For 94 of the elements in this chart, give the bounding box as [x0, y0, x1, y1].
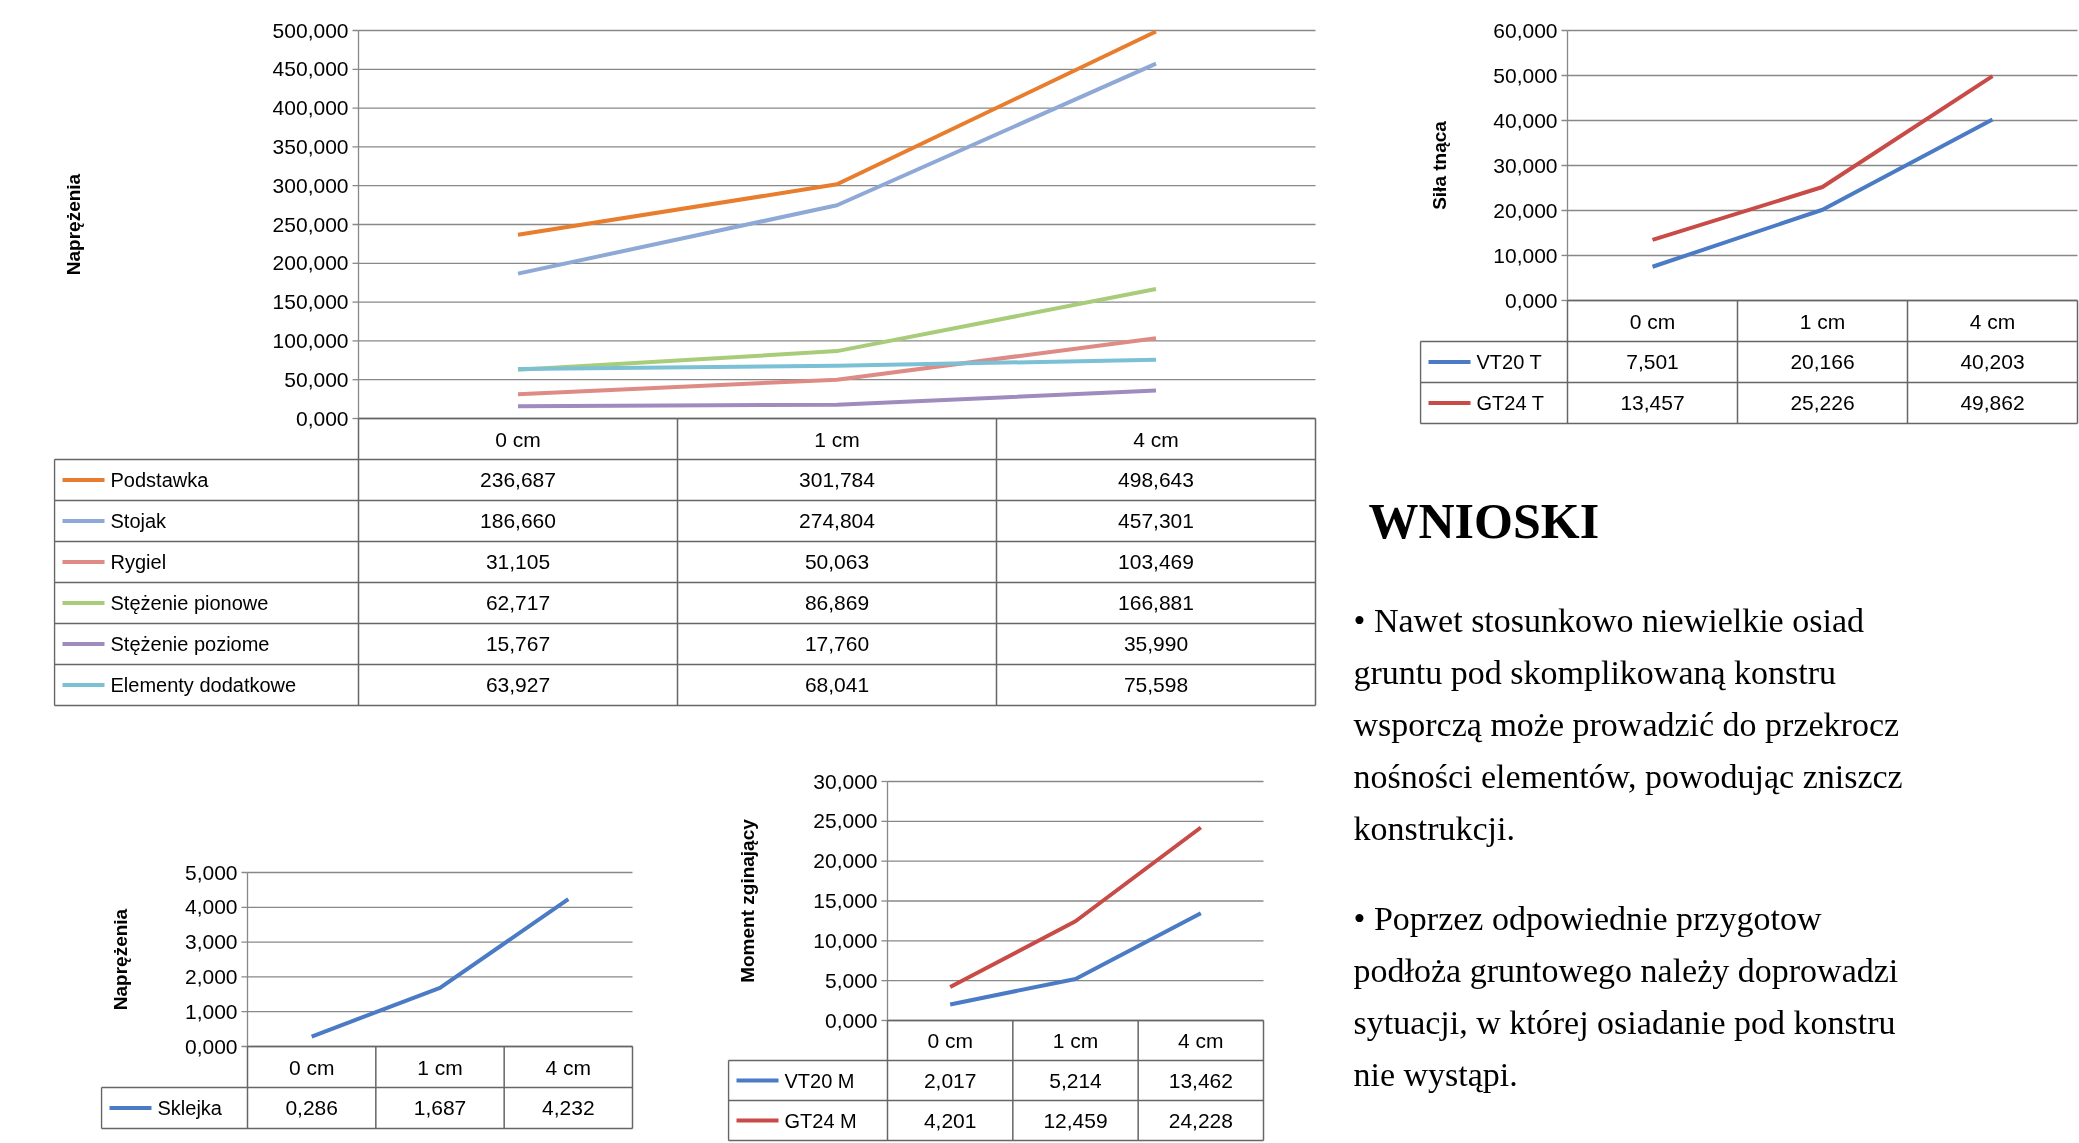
x-tick-label: 1 cm — [1799, 309, 1846, 333]
y-axis-title: Moment zginający — [737, 818, 758, 983]
text: WNIOSKI — [1368, 492, 1600, 549]
y-tick-label: 0,000 — [295, 406, 349, 430]
data-label: 40,203 — [1960, 350, 2025, 373]
x-tick-label: 4 cm — [1178, 1029, 1224, 1052]
legend-label: Podstawka — [110, 469, 210, 491]
y-tick-label: 350,000 — [272, 134, 349, 158]
y-tick-label: 0,000 — [824, 1008, 878, 1032]
y-tick-label: 200,000 — [272, 251, 349, 275]
data-label: 301,784 — [799, 468, 876, 491]
y-tick-label: 20,000 — [813, 849, 878, 873]
data-label: 50,063 — [804, 550, 870, 573]
legend-label: VT20 M — [784, 1069, 855, 1092]
x-tick-label: 1 cm — [814, 427, 860, 451]
x-tick-label: 1 cm — [1052, 1029, 1099, 1052]
data-label: 20,166 — [1790, 350, 1855, 373]
data-label: 274,804 — [799, 509, 876, 532]
data-label: 35,990 — [1123, 632, 1189, 655]
data-label: 63,927 — [485, 673, 551, 696]
y-tick-label: 60,000 — [1493, 18, 1558, 42]
data-label: 25,226 — [1790, 391, 1855, 414]
legend-label: Stężenie pionowe — [110, 592, 269, 614]
x-tick-label: 4 cm — [1969, 309, 2016, 333]
data-label: 186,660 — [480, 509, 556, 532]
data-label: 86,869 — [804, 591, 870, 614]
data-label: 13,462 — [1168, 1068, 1233, 1092]
y-tick-label: 300,000 — [272, 173, 349, 197]
data-label: 31,105 — [485, 550, 551, 573]
data-label: 17,760 — [804, 632, 870, 655]
y-tick-label: 500,000 — [272, 18, 349, 42]
data-label: 7,501 — [1626, 350, 1679, 373]
y-tick-label: 30,000 — [1493, 153, 1558, 177]
data-label: 4,201 — [923, 1108, 977, 1132]
data-label: 75,598 — [1123, 673, 1189, 696]
y-tick-label: 400,000 — [272, 96, 349, 120]
y-tick-label: 450,000 — [272, 57, 349, 81]
x-tick-label: 4 cm — [1133, 427, 1179, 451]
y-tick-label: 250,000 — [272, 212, 349, 236]
y-tick-label: 0,000 — [184, 1034, 238, 1058]
data-label: 498,643 — [1118, 468, 1194, 491]
y-tick-label: 0,000 — [1504, 288, 1558, 312]
x-tick-label: 0 cm — [288, 1055, 335, 1079]
legend-label: Elementy dodatkowe — [110, 674, 297, 696]
legend-label: Rygiel — [110, 551, 167, 573]
y-axis-title: Naprężenia — [110, 908, 131, 1011]
y-tick-label: 10,000 — [1493, 243, 1558, 267]
x-tick-label: 0 cm — [927, 1029, 973, 1052]
data-label: 62,717 — [485, 591, 551, 614]
x-tick-label: 4 cm — [545, 1055, 592, 1079]
data-label: 15,767 — [485, 632, 551, 655]
data-label: 166,881 — [1118, 591, 1194, 614]
y-tick-label: 5,000 — [824, 968, 878, 992]
y-tick-label: 50,000 — [284, 367, 349, 391]
y-tick-label: 100,000 — [272, 328, 349, 352]
y-tick-label: 10,000 — [813, 928, 878, 952]
x-tick-label: 1 cm — [417, 1055, 463, 1079]
y-tick-label: 20,000 — [1493, 198, 1558, 222]
legend-label: GT24 T — [1476, 392, 1544, 414]
legend-label: Stężenie poziome — [110, 633, 270, 655]
y-tick-label: 30,000 — [813, 769, 878, 793]
legend-label: Sklejka — [157, 1097, 223, 1119]
legend-label: GT24 M — [784, 1109, 857, 1132]
legend-label: Stojak — [110, 510, 168, 532]
data-label: 457,301 — [1118, 509, 1194, 532]
data-label: 0,286 — [285, 1096, 338, 1119]
x-tick-label: 0 cm — [495, 427, 541, 451]
y-tick-label: 1,000 — [184, 999, 238, 1023]
data-label: 2,017 — [923, 1068, 977, 1092]
data-label: 12,459 — [1043, 1108, 1108, 1132]
y-tick-label: 25,000 — [813, 809, 878, 833]
y-tick-label: 4,000 — [184, 895, 238, 919]
y-tick-label: 2,000 — [184, 964, 238, 988]
y-tick-label: 5,000 — [184, 860, 238, 884]
data-label: 103,469 — [1118, 550, 1194, 573]
y-tick-label: 50,000 — [1493, 63, 1558, 87]
data-label: 4,232 — [542, 1096, 595, 1119]
y-tick-label: 150,000 — [272, 290, 349, 314]
data-label: 5,214 — [1049, 1068, 1103, 1092]
data-label: 24,228 — [1168, 1108, 1233, 1132]
text: • Poprzez odpowiednie przygotow podłoża gruntowego należy doprowadzi sytuacji, w której osiadanie pod konstru nie wystąpi. — [1353, 900, 1899, 1093]
data-label: 236,687 — [480, 468, 556, 491]
data-label: 49,862 — [1960, 391, 2025, 414]
data-label: 1,687 — [413, 1096, 467, 1119]
text: • Nawet stosunkowo niewielkie osiad gruntu pod skomplikowaną konstru wsporczą może prowadzić do przekrocz nośności elementów, powodując zniszcz konstrukcji. — [1353, 602, 1903, 847]
y-axis-title: Siła tnąca — [1429, 120, 1450, 210]
x-tick-label: 0 cm — [1629, 309, 1676, 333]
y-tick-label: 3,000 — [184, 930, 238, 954]
data-label: 13,457 — [1620, 391, 1685, 414]
y-tick-label: 40,000 — [1493, 108, 1558, 132]
y-tick-label: 15,000 — [813, 889, 878, 912]
data-label: 68,041 — [804, 673, 870, 696]
legend-label: VT20 T — [1476, 351, 1542, 373]
y-axis-title: Naprężenia — [63, 173, 84, 276]
